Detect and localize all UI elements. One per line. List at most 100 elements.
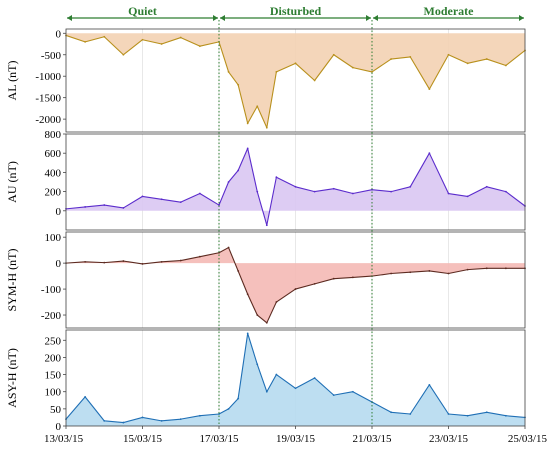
data-point-0-25 [485, 58, 488, 60]
panel-1: 0 200 400 600 800 AU (nT) [5, 129, 526, 231]
data-point-1-10 [237, 169, 240, 172]
series-area-1 [66, 148, 525, 226]
x-axis: 13/03/15 15/03/15 17/03/15 19/03/15 21/03/15… [44, 426, 547, 445]
data-point-1-21 [409, 185, 412, 188]
data-point-0-5 [160, 43, 163, 45]
x-tick-label-6: 25/03/15 [508, 433, 548, 445]
y-tick-label-1-3: 600 [45, 148, 62, 160]
phase-arrow-right-2 [519, 15, 524, 21]
y-tick-label-3-5: 250 [45, 335, 62, 347]
data-point-3-7 [198, 414, 201, 417]
data-point-3-2 [103, 419, 106, 422]
phase-bands: Quiet Disturbed Moderate [67, 4, 524, 21]
data-point-2-9 [227, 246, 230, 249]
data-point-3-4 [141, 416, 144, 419]
panel-frame-2 [65, 231, 526, 329]
y-tick-label-2-3: -200 [41, 310, 62, 322]
data-point-0-9 [227, 71, 230, 73]
data-point-2-23 [447, 272, 450, 275]
series-line-0 [65, 34, 526, 129]
data-point-3-9 [227, 407, 230, 410]
x-tick-label-1: 15/03/15 [123, 433, 163, 445]
data-point-0-21 [409, 55, 412, 58]
data-point-0-3 [122, 53, 125, 56]
y-tick-label-2-0: 100 [45, 232, 62, 244]
y-tick-label-2-1: 0 [56, 258, 62, 270]
data-point-0-13 [265, 126, 268, 129]
data-point-0-11 [246, 122, 249, 125]
data-point-1-6 [179, 201, 182, 204]
y-tick-label-3-1: 50 [50, 404, 62, 416]
data-point-2-2 [103, 261, 106, 264]
data-point-0-24 [466, 62, 469, 65]
y-axis-label-3: ASY-H (nT) [5, 348, 19, 408]
phase-arrow-right-0 [213, 15, 218, 21]
data-point-2-13 [265, 321, 268, 324]
data-point-1-26 [504, 190, 507, 193]
series-line-2 [65, 247, 525, 324]
data-point-2-10 [237, 270, 240, 272]
data-point-3-15 [294, 387, 297, 390]
data-point-1-9 [227, 181, 230, 183]
data-point-2-25 [485, 267, 488, 270]
y-tick-label-0-0: 0 [56, 28, 62, 40]
data-point-0-12 [256, 105, 259, 108]
data-point-1-11 [246, 147, 249, 150]
data-point-1-14 [275, 176, 278, 179]
data-point-3-3 [122, 421, 125, 424]
data-point-1-8 [218, 204, 220, 206]
data-point-3-12 [256, 363, 259, 366]
data-point-1-4 [141, 195, 144, 198]
data-point-2-20 [390, 272, 393, 275]
data-point-0-20 [390, 58, 393, 60]
y-axis-label-2: SYM-H (nT) [5, 249, 19, 312]
panel-0: 0 -500 -1000 -1500 -2000 AL (nT) [5, 28, 526, 133]
y-axis-label-0: AL (nT) [5, 61, 19, 101]
y-tick-label-3-0: 0 [56, 421, 62, 433]
x-tick-label-2: 17/03/15 [199, 433, 239, 445]
data-point-3-13 [265, 390, 268, 393]
data-point-2-11 [246, 293, 249, 296]
y-tick-label-0-2: -1000 [35, 71, 61, 83]
data-point-2-21 [409, 271, 412, 274]
data-point-3-17 [332, 394, 335, 397]
data-point-3-6 [179, 418, 182, 421]
y-tick-label-1-2: 400 [45, 167, 62, 179]
data-point-3-25 [485, 411, 488, 414]
phase-arrow-right-1 [366, 15, 371, 21]
data-point-0-16 [313, 79, 316, 82]
data-point-3-20 [390, 411, 393, 414]
data-point-3-10 [237, 397, 240, 400]
data-point-0-14 [275, 71, 278, 73]
series-area-0 [66, 33, 525, 128]
phase-label-1: Disturbed [270, 4, 322, 18]
data-point-1-2 [103, 204, 106, 206]
y-tick-label-3-3: 150 [45, 370, 62, 382]
phase-label-0: Quiet [128, 4, 157, 18]
data-point-3-18 [351, 390, 354, 393]
y-tick-label-1-0: 0 [56, 206, 62, 218]
data-point-2-3 [122, 260, 125, 262]
y-tick-label-0-1: -500 [41, 50, 62, 62]
data-point-0-26 [504, 64, 507, 67]
series-line-3 [65, 332, 526, 424]
data-point-2-14 [275, 301, 278, 303]
y-tick-label-0-4: -2000 [35, 114, 61, 126]
data-point-1-22 [428, 152, 431, 155]
phase-arrow-left-1 [220, 15, 225, 21]
phase-arrow-left-2 [373, 15, 378, 21]
data-point-3-8 [218, 413, 220, 415]
data-point-2-24 [466, 268, 469, 271]
data-point-1-23 [447, 192, 450, 195]
data-point-1-12 [256, 190, 259, 193]
data-point-1-24 [466, 195, 469, 198]
series-area-3 [66, 333, 525, 426]
y-tick-label-1-1: 200 [45, 187, 62, 199]
data-point-0-22 [428, 88, 431, 90]
data-point-3-21 [409, 413, 412, 415]
data-point-0-6 [179, 36, 182, 39]
data-point-0-18 [351, 66, 354, 69]
data-point-2-18 [351, 276, 354, 279]
